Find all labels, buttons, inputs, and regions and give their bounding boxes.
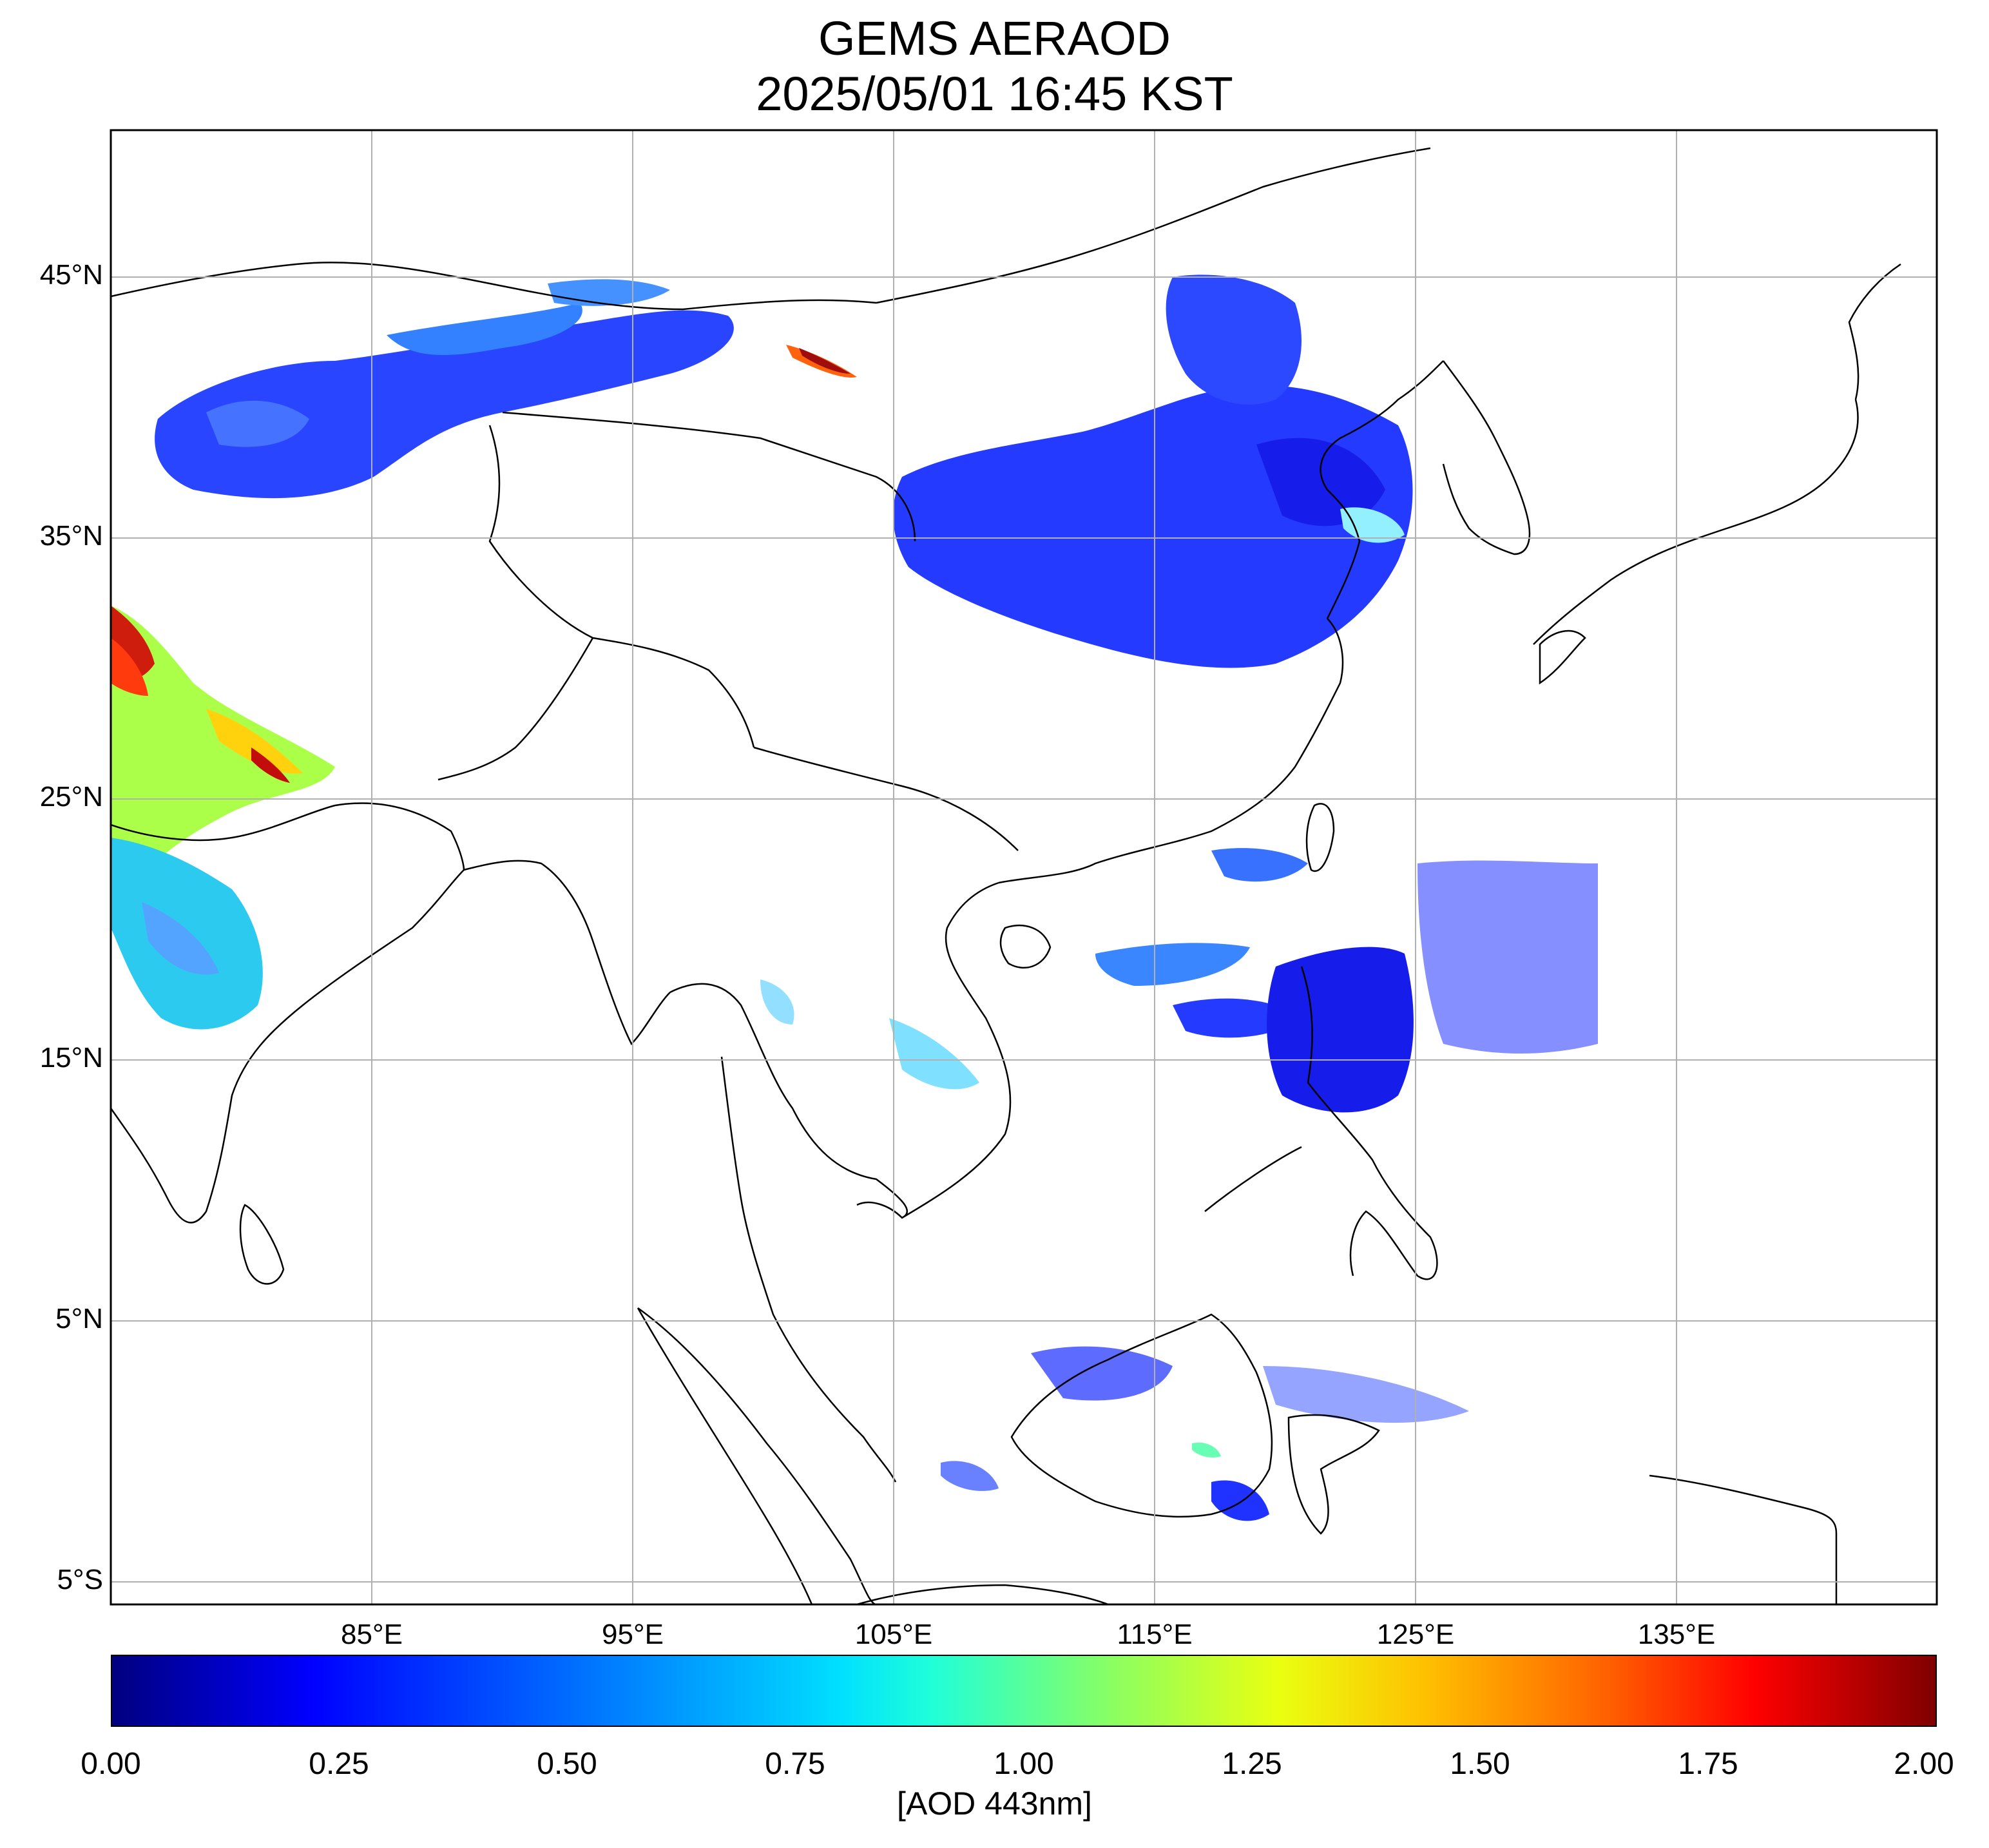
colorbar-tick: 1.75	[1678, 1747, 1738, 1781]
lon-label-95e: 95°E	[602, 1619, 664, 1650]
lon-label-105e: 105°E	[854, 1619, 933, 1650]
map-frame	[110, 129, 1938, 1606]
colorbar-tick: 1.50	[1450, 1747, 1510, 1781]
lat-label-35n: 35°N	[39, 520, 103, 552]
lat-label-25n: 25°N	[39, 781, 103, 813]
colorbar-tick: 0.50	[537, 1747, 597, 1781]
lat-label-15n: 15°N	[39, 1042, 103, 1073]
colorbar-gradient	[111, 1655, 1937, 1727]
coastlines	[111, 147, 1901, 1604]
colorbar-tick: 0.00	[81, 1747, 141, 1781]
colorbar-tick: 2.00	[1894, 1747, 1954, 1781]
map-title: GEMS AERAOD	[818, 12, 1171, 65]
colorbar-tick: 1.25	[1222, 1747, 1282, 1781]
lon-label-125e: 125°E	[1376, 1619, 1455, 1650]
colorbar-tick: 0.25	[309, 1747, 369, 1781]
colorbar-tick: 1.00	[994, 1747, 1054, 1781]
lon-label-85e: 85°E	[341, 1619, 403, 1650]
lat-label-5n: 5°N	[55, 1303, 103, 1334]
colorbar	[111, 1655, 1937, 1727]
aod-data-field	[111, 274, 1598, 1521]
graticule	[111, 130, 1937, 1604]
map-subtitle: 2025/05/01 16:45 KST	[756, 67, 1233, 120]
colorbar-label: [AOD 443nm]	[897, 1785, 1092, 1822]
lat-label-45n: 45°N	[39, 259, 103, 291]
lon-label-135e: 135°E	[1637, 1619, 1716, 1650]
lon-label-115e: 115°E	[1117, 1619, 1193, 1650]
lat-label-5s: 5°S	[57, 1564, 103, 1595]
colorbar-tick: 0.75	[765, 1747, 825, 1781]
